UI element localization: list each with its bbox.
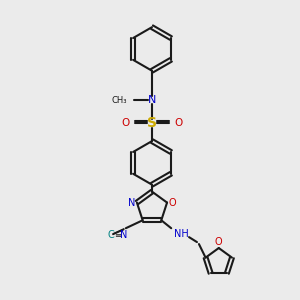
Text: O: O	[215, 237, 223, 247]
Text: N: N	[128, 198, 136, 208]
Text: N: N	[148, 95, 156, 106]
Text: S: S	[147, 116, 157, 130]
Text: N: N	[120, 230, 127, 240]
Text: O: O	[168, 198, 176, 208]
Text: CH₃: CH₃	[112, 96, 127, 105]
Text: NH: NH	[174, 229, 188, 239]
Text: ≡: ≡	[114, 231, 122, 240]
Text: O: O	[121, 118, 129, 128]
Text: O: O	[175, 118, 183, 128]
Text: C: C	[108, 230, 114, 240]
